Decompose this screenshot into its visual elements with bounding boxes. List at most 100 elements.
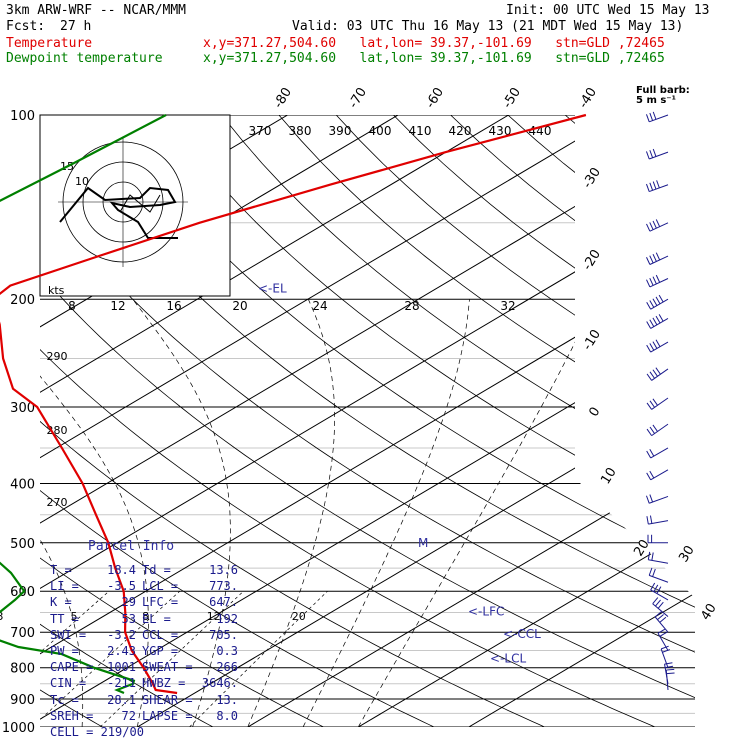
wind-barb-staff xyxy=(652,603,669,617)
wind-barb-staff xyxy=(649,151,669,160)
parcel-value: 8.0 xyxy=(216,708,238,723)
isotherm-label: 0 xyxy=(586,405,603,420)
parcel-value: -3.2 xyxy=(107,627,136,642)
wind-barb-staff xyxy=(648,559,669,564)
wind-barb-flag xyxy=(664,662,673,665)
wind-barb-staff xyxy=(654,616,669,633)
wind-barb-flag xyxy=(655,315,661,324)
parcel-info-row: K = 29 LFC = 647. xyxy=(50,595,238,609)
wind-barb-flag xyxy=(646,183,650,192)
wind-barb-staff xyxy=(649,255,669,265)
pressure-tick-label: 900 xyxy=(10,693,35,708)
parcel-value: 53 xyxy=(121,611,136,626)
parcel-key: CIN = xyxy=(50,676,87,691)
parcel-value: 18.4 xyxy=(107,563,136,577)
wind-barb xyxy=(646,397,669,410)
hodograph-x-label: 16 xyxy=(166,299,181,313)
wind-barb xyxy=(646,111,669,123)
level-annotation: <-LFC xyxy=(468,604,504,618)
dry-adiabat xyxy=(221,115,695,727)
wind-barb-flag xyxy=(646,344,652,353)
wind-barb-flag xyxy=(649,343,655,351)
wind-barb xyxy=(646,314,669,329)
dry-adiabat xyxy=(40,115,656,727)
parcel-value: 192 xyxy=(216,611,238,626)
wind-barb-flag xyxy=(649,371,655,379)
wind-barb-flag xyxy=(646,472,652,481)
isotherm xyxy=(468,115,695,727)
wind-barb-staff xyxy=(650,589,669,601)
parcel-info-row: T = 18.4 Td = 13.6 xyxy=(50,563,238,577)
parcel-key: CCL = xyxy=(142,627,179,642)
wind-barb-flag xyxy=(646,302,652,310)
dry-adiabat xyxy=(278,115,695,727)
parcel-info-row: CAPE = 1001 SWEAT = 266 xyxy=(50,660,238,674)
pressure-tick-label: 300 xyxy=(10,401,35,416)
moist-adiabat xyxy=(247,299,335,727)
wind-barb-flag xyxy=(649,112,654,121)
forecast-label: Fcst: xyxy=(6,19,46,34)
isotherm-label: -30 xyxy=(580,165,604,191)
hodograph-trace xyxy=(59,186,178,239)
wind-barb xyxy=(646,367,669,381)
theta-side-label: 290 xyxy=(47,350,68,363)
dry-adiabat xyxy=(40,115,695,727)
parcel-value: 13. xyxy=(216,692,238,707)
moist-adiabat xyxy=(302,299,470,727)
wind-barb-staff xyxy=(650,447,669,459)
parcel-value: 0.3 xyxy=(216,644,238,658)
dry-adiabat xyxy=(49,115,695,727)
parcel-key: CAPE = xyxy=(50,660,94,675)
wind-barb-staff xyxy=(650,318,669,329)
wind-barb-flag xyxy=(655,252,661,261)
isotherm-label: 20 xyxy=(631,537,652,559)
wind-barb-flag xyxy=(649,319,655,327)
hodograph-x-label: 32 xyxy=(500,299,515,313)
wind-barb-staff xyxy=(648,520,669,525)
parcel-value: 72 xyxy=(121,708,136,723)
parcel-key: TT = xyxy=(50,611,79,626)
hodograph-x-label: 8 xyxy=(68,299,76,313)
parcel-key: CELL = xyxy=(50,725,101,739)
wind-barb-flag xyxy=(657,628,666,634)
wind-barb-flag xyxy=(649,277,654,286)
mixing-ratio-label: 5 xyxy=(71,610,78,623)
theta-side-label: 280 xyxy=(47,424,68,437)
wind-barb-flag xyxy=(649,494,654,503)
isotherm-label: -70 xyxy=(346,85,370,111)
parcel-value: 29 xyxy=(121,595,136,610)
parcel-info-row: CIN = -211 HWBZ = 3646. xyxy=(50,676,238,690)
parcel-key: SHEAR = xyxy=(142,692,193,707)
hodograph-units-label: kts xyxy=(48,284,65,297)
theta-label: 370 xyxy=(249,124,272,138)
wind-barb-staff xyxy=(649,114,669,123)
parcel-key: Td = xyxy=(142,563,171,577)
mixing-ratio-label: 12 xyxy=(207,610,221,623)
barb-legend-line1: Full barb: xyxy=(636,85,690,96)
wind-barb-flag xyxy=(659,631,667,637)
wind-barb xyxy=(647,534,668,544)
wind-barb-flag xyxy=(653,584,659,592)
isotherm xyxy=(40,115,695,727)
wind-barb-flag xyxy=(652,181,657,190)
wind-barb-flag xyxy=(647,551,651,560)
wind-barb-flag xyxy=(652,317,658,326)
wind-barb-flag xyxy=(650,582,656,591)
wind-barb xyxy=(646,180,669,193)
wind-barb-flag xyxy=(665,665,674,669)
theta-label: 400 xyxy=(369,124,392,138)
parcel-key: EL = xyxy=(142,611,171,626)
wind-barb xyxy=(648,567,669,583)
wind-barb-flag xyxy=(652,568,656,577)
wind-barb xyxy=(646,447,669,459)
parcel-key: LFC = xyxy=(142,595,179,610)
parcel-info-row: SREH = 72 LAPSE = 8.0 xyxy=(50,709,238,723)
pressure-tick-label: 400 xyxy=(10,477,35,492)
wind-barb-flag xyxy=(649,182,654,191)
wind-barb-flag xyxy=(652,276,657,285)
wind-barb-flag xyxy=(646,450,652,459)
theta-side-label: 270 xyxy=(47,496,68,509)
parcel-key: T = xyxy=(50,563,72,577)
theta-label: 430 xyxy=(489,124,512,138)
wind-barb-flag xyxy=(652,341,658,349)
